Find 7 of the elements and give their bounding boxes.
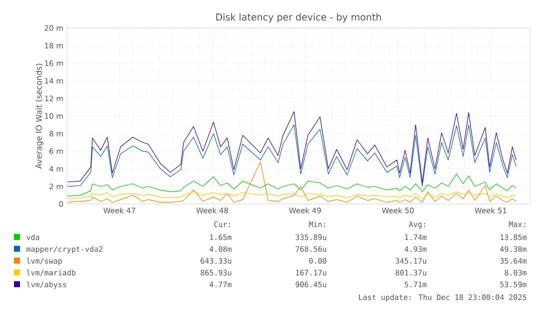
chart-title: Disk latency per device - by month — [216, 13, 381, 22]
line-series — [67, 174, 516, 196]
line-series — [67, 161, 516, 203]
line-series — [67, 191, 516, 200]
line-series — [67, 124, 516, 187]
y-axis-title: Average IO Wait (seconds) — [36, 64, 44, 169]
line-series — [67, 111, 516, 184]
